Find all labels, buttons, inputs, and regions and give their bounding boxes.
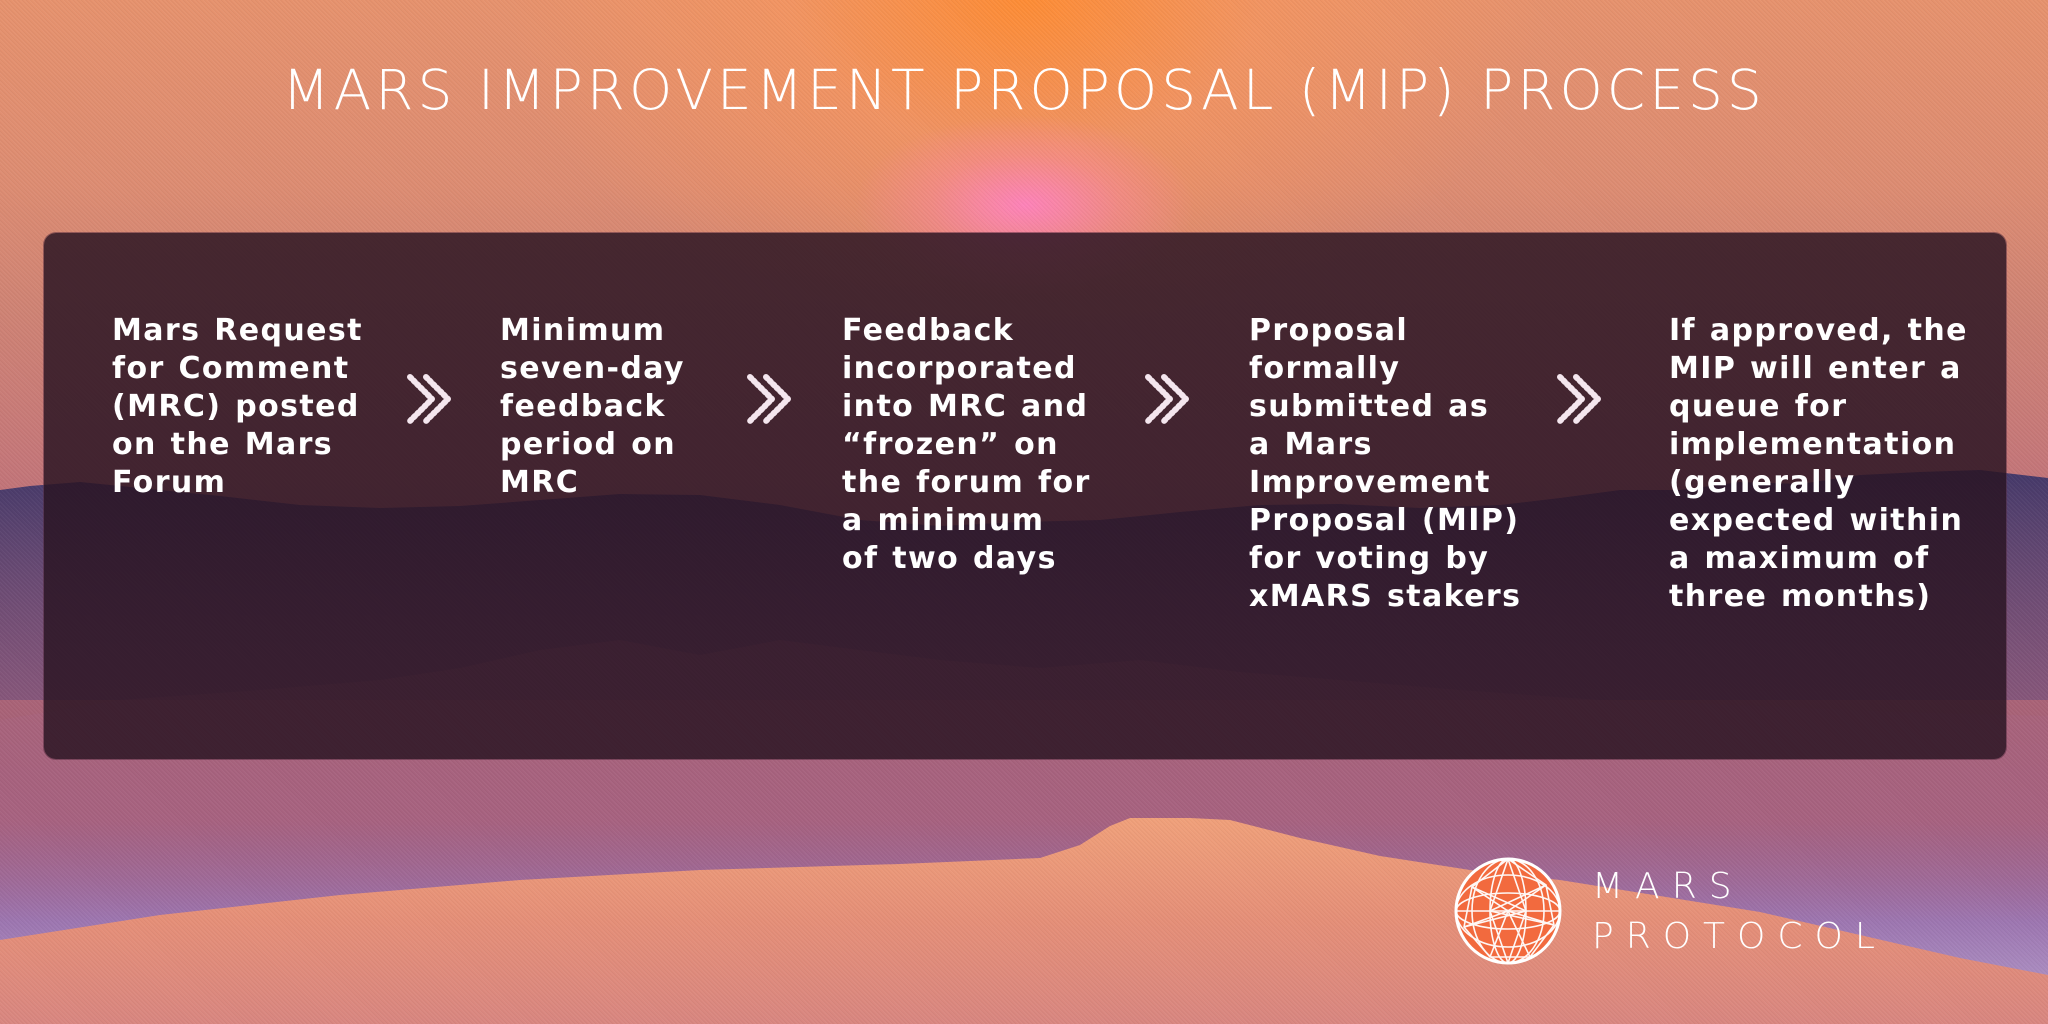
geodesic-sphere-icon xyxy=(1454,857,1562,965)
page-title: MARS IMPROVEMENT PROPOSAL (MIP) PROCESS xyxy=(282,58,1766,122)
logo-text-mars: MARS xyxy=(1592,866,1744,907)
chevron-right-icon xyxy=(747,374,791,424)
step-5-text: If approved, the MIP will enter a queue … xyxy=(1669,313,1968,614)
chevron-right-icon xyxy=(1557,374,1601,424)
step-4-text: Proposal formally submitted as a Mars Im… xyxy=(1249,313,1522,614)
step-3-text: Feedback incorporated into MRC and “froz… xyxy=(842,313,1091,576)
step-1-text: Mars Request for Comment (MRC) posted on… xyxy=(112,313,363,500)
process-panel xyxy=(44,233,2006,759)
step-2-text: Minimum seven-day feedback period on MRC xyxy=(500,313,685,500)
logo-text-protocol: PROTOCOL xyxy=(1592,916,1887,957)
chevron-right-icon xyxy=(1145,374,1189,424)
chevron-right-icon xyxy=(407,374,451,424)
